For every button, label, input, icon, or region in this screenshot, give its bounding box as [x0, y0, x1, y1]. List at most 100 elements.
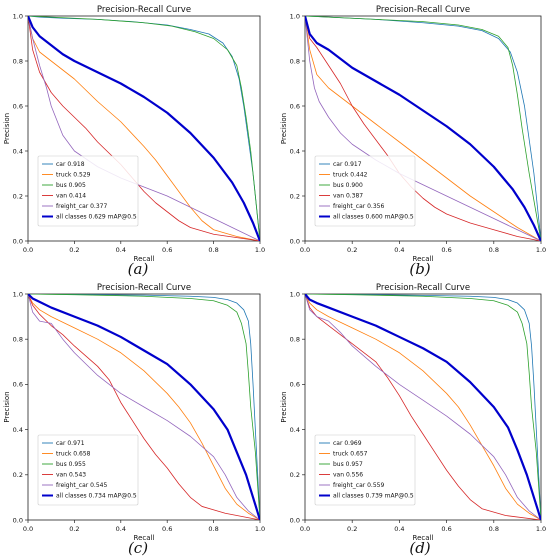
panel-label: (d) [409, 539, 430, 557]
series-line-2 [305, 16, 541, 241]
y-tick-label: 0.4 [290, 147, 300, 155]
legend-entry: car 0.918 [56, 161, 85, 168]
legend-entry: van 0.543 [56, 472, 86, 479]
y-tick-label: 0.6 [13, 102, 23, 110]
series-line-3 [28, 16, 260, 241]
legend-entry: truck 0.529 [56, 172, 91, 179]
y-tick-label: 0.8 [290, 57, 300, 65]
y-tick-label: 0.0 [290, 516, 300, 524]
legend-entry: freight_car 0.356 [333, 203, 384, 210]
y-axis-label: Precision [3, 391, 11, 422]
y-axis-label: Precision [280, 391, 288, 422]
legend-entry: van 0.414 [56, 193, 86, 200]
legend-entry: freight_car 0.559 [333, 482, 384, 489]
x-tick-label: 0.8 [208, 246, 218, 254]
x-tick-label: 0.8 [489, 525, 499, 533]
x-axis-label: Recall [413, 534, 434, 542]
panel-2: Precision-Recall Curve 0.0 0.2 0.4 0.6 0.8 1.0… [280, 5, 546, 278]
series-line-1 [305, 294, 541, 520]
series-line-3 [305, 16, 541, 241]
y-tick-label: 0.4 [13, 147, 23, 155]
y-tick-label: 0.6 [290, 102, 300, 110]
legend-entry: all classes 0.629 mAP@0.5 [56, 214, 137, 221]
series-line-2 [305, 294, 541, 520]
y-tick-label: 0.4 [13, 426, 23, 434]
x-tick-label: 1.0 [536, 525, 546, 533]
legend-entry: van 0.387 [333, 193, 363, 200]
y-tick-label: 1.0 [13, 12, 23, 20]
y-tick-label: 1.0 [290, 290, 300, 298]
series-line-2 [28, 294, 260, 520]
legend-entry: all classes 0.734 mAP@0.5 [56, 493, 137, 500]
y-tick-label: 0.2 [13, 471, 23, 479]
y-tick-label: 0.6 [290, 381, 300, 389]
x-tick-label: 0.0 [23, 246, 33, 254]
legend-entry: truck 0.442 [333, 172, 368, 179]
series-line-6 [305, 294, 541, 520]
chart-title: Precision-Recall Curve [97, 5, 191, 15]
series-line-6 [28, 294, 260, 520]
legend-entry: all classes 0.739 mAP@0.5 [333, 493, 414, 500]
series-line-4 [305, 294, 541, 520]
legend-entry: all classes 0.600 mAP@0.5 [333, 214, 414, 221]
x-tick-label: 0.2 [347, 525, 357, 533]
panel-4: Precision-Recall Curve 0.0 0.2 0.4 0.6 0.8 1.0… [280, 283, 546, 557]
y-tick-label: 0.0 [290, 237, 300, 245]
y-tick-label: 0.2 [13, 192, 23, 200]
y-tick-label: 0.0 [13, 237, 23, 245]
legend-entry: car 0.971 [56, 440, 85, 447]
x-tick-label: 0.2 [347, 246, 357, 254]
x-tick-label: 0.4 [394, 246, 404, 254]
x-tick-label: 0.8 [208, 525, 218, 533]
y-tick-label: 0.8 [13, 336, 23, 344]
legend-entry: van 0.556 [333, 472, 363, 479]
legend-entry: truck 0.657 [333, 451, 368, 458]
y-tick-label: 0.6 [13, 381, 23, 389]
x-tick-label: 0.6 [162, 246, 172, 254]
chart-title: Precision-Recall Curve [376, 5, 470, 15]
x-tick-label: 0.4 [394, 525, 404, 533]
legend-entry: bus 0.905 [56, 182, 86, 189]
x-axis-label: Recall [134, 255, 155, 263]
legend-entry: freight_car 0.377 [56, 203, 107, 210]
x-tick-label: 0.0 [23, 525, 33, 533]
y-tick-label: 1.0 [13, 290, 23, 298]
y-tick-label: 0.4 [290, 426, 300, 434]
panel-3: Precision-Recall Curve 0.0 0.2 0.4 0.6 0.8 1.0… [3, 283, 265, 557]
series-line-1 [28, 294, 260, 520]
x-tick-label: 0.0 [300, 246, 310, 254]
series-line-4 [28, 294, 260, 520]
x-tick-label: 0.6 [441, 246, 451, 254]
x-tick-label: 0.2 [69, 246, 79, 254]
legend-entry: car 0.969 [333, 440, 362, 447]
series-line-2 [28, 16, 260, 241]
legend-box [37, 155, 139, 227]
series-line-3 [28, 294, 260, 520]
panel-label: (c) [128, 539, 148, 557]
x-tick-label: 0.2 [69, 525, 79, 533]
x-tick-label: 0.8 [489, 246, 499, 254]
y-tick-label: 0.2 [290, 471, 300, 479]
x-tick-label: 0.6 [162, 525, 172, 533]
legend-entry: car 0.917 [333, 161, 362, 168]
x-tick-label: 1.0 [536, 246, 546, 254]
chart-title: Precision-Recall Curve [376, 283, 470, 293]
y-tick-label: 1.0 [290, 12, 300, 20]
x-axis-label: Recall [134, 534, 155, 542]
legend-entry: bus 0.955 [56, 461, 86, 468]
y-tick-label: 0.8 [290, 336, 300, 344]
legend-entry: bus 0.900 [333, 182, 363, 189]
chart-title: Precision-Recall Curve [97, 283, 191, 293]
legend-entry: truck 0.658 [56, 451, 91, 458]
x-tick-label: 0.4 [116, 525, 126, 533]
series-line-6 [305, 16, 541, 241]
panel-label: (b) [409, 260, 430, 278]
y-axis-label: Precision [3, 113, 11, 144]
x-tick-label: 1.0 [255, 246, 265, 254]
x-tick-label: 0.0 [300, 525, 310, 533]
series-line-3 [305, 294, 541, 520]
panel-label: (a) [128, 260, 149, 278]
y-tick-label: 0.8 [13, 57, 23, 65]
legend-entry: bus 0.957 [333, 461, 363, 468]
